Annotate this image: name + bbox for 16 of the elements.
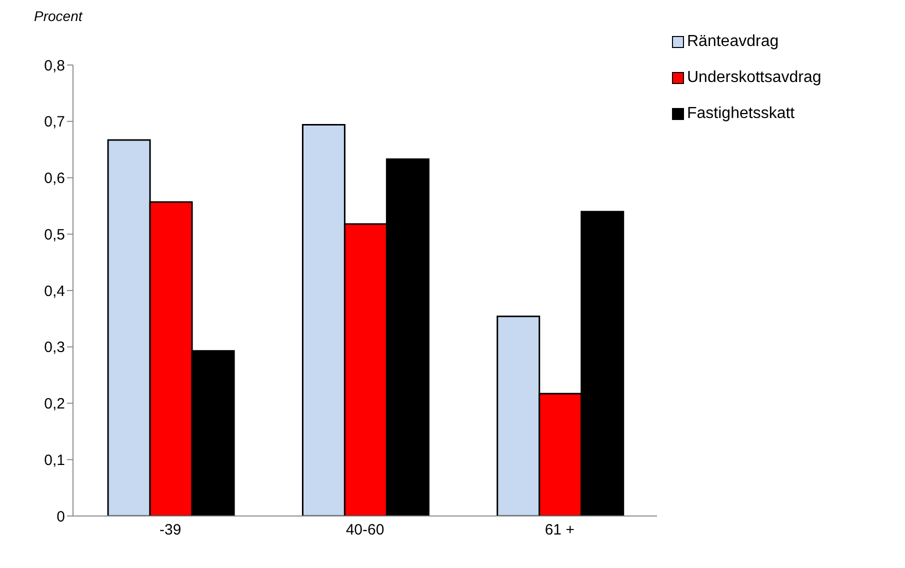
y-tick-label: 0,8 [44, 57, 65, 74]
x-tick-label: 61 + [544, 522, 575, 539]
y-tick-label: 0,4 [44, 282, 65, 300]
legend-label: Ränteavdrag [687, 33, 779, 51]
y-axis-title: Procent [34, 8, 82, 24]
legend-label: Fastighetsskatt [687, 105, 795, 123]
y-tick-label: 0,7 [44, 114, 65, 131]
x-tick-label: 40-60 [346, 522, 384, 539]
y-tick-label: 0,6 [44, 170, 65, 188]
y-tick-label: 0,2 [44, 396, 65, 413]
y-tick-label: 0 [56, 508, 65, 526]
legend-label: Underskottsavdrag [687, 69, 822, 87]
y-tick-label: 0,5 [44, 226, 65, 244]
y-tick-label: 0,1 [44, 452, 65, 469]
y-tick-label: 0,3 [44, 339, 65, 356]
x-tick-label: -39 [159, 522, 182, 539]
